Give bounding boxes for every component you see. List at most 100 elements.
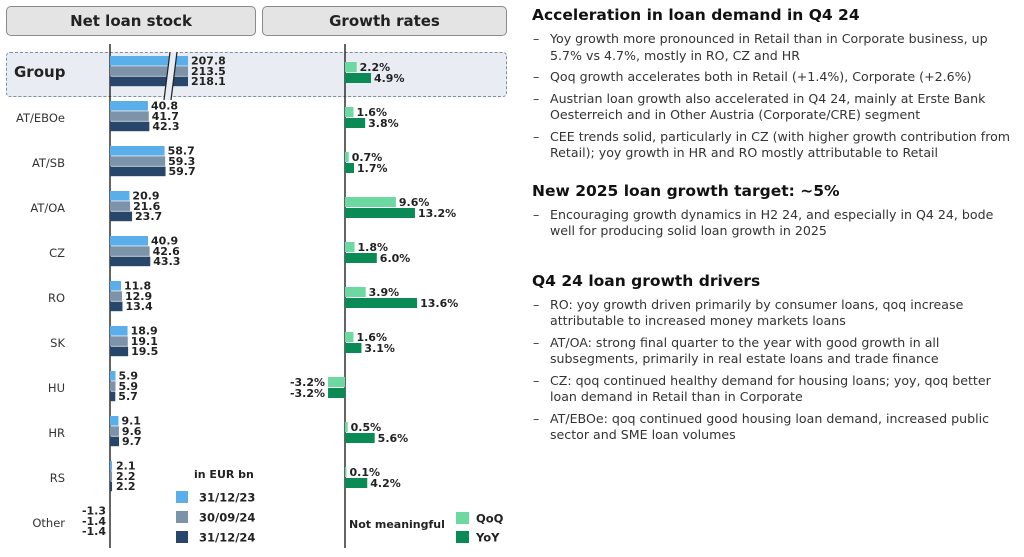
section-title: Q4 24 loan growth drivers [532,271,761,290]
growth-value-label-rs-qoq: 0.1% [350,466,381,479]
stock-bar-hu-31-12-24 [110,391,116,402]
growth-value-label-at-eboe-yoy: 3.8% [368,117,399,130]
stock-value-label-rs-31-12-24: 2.2 [116,480,136,493]
growth-bar-at-eboe-qoq [345,107,354,117]
growth-bar-at-sb-qoq [345,152,349,162]
growth-value-label-ro-yoy: 13.6% [420,297,458,310]
stock-value-label-hu-31-12-23: 5.9 [118,370,138,383]
stock-bar-ro-30-09-24 [110,291,122,301]
growth-bar-hr-yoy [345,433,375,443]
stock-value-label-ro-31-12-24: 13.4 [125,300,152,313]
growth-value-label-at-sb-yoy: 1.7% [357,162,388,175]
stock-value-label-rs-31-12-23: 2.1 [116,460,136,473]
growth-value-label-group-qoq: 2.2% [360,61,391,74]
bullet-list: Encouraging growth dynamics in H2 24, an… [532,207,1018,240]
stock-bar-ro-31-12-23 [110,281,121,291]
growth-value-label-hr-yoy: 5.6% [378,432,409,445]
growth-bar-group-qoq [345,62,357,72]
stock-value-label-at-sb-31-12-23: 58.7 [168,145,195,158]
stock-bar-hu-30-09-24 [110,381,116,391]
axis-break-line-right [170,51,178,101]
stock-bar-at-sb-31-12-23 [110,146,165,156]
growth-bar-hr-qoq [345,422,348,432]
growth-value-label-at-eboe-qoq: 1.6% [356,106,387,119]
stock-value-label-at-oa-31-12-24: 23.7 [135,210,162,223]
bullet-item: Qoq growth accelerates both in Retail (+… [532,69,1018,86]
bullet-item: AT/EBOe: qoq continued good housing loan… [532,411,1018,444]
stock-bar-at-oa-30-09-24 [110,201,131,211]
stock-bar-sk-31-12-24 [110,346,129,357]
commentary-section: Acceleration in loan demand in Q4 24 Yoy … [532,6,1018,162]
growth-bar-rs-qoq [345,467,347,477]
loan-chart: Group AT/EBOe AT/SB AT/OA CZ RO SK HU HR RS Other 2… [14,44,504,548]
bullet-item: Austrian loan growth also accelerated in… [532,91,1018,124]
stock-bar-at-sb-31-12-24 [110,166,166,177]
stock-bar-group-31-12-23 [110,56,188,66]
category-label-at-sb: AT/SB [32,156,65,170]
stock-bar-at-sb-30-09-24 [110,156,166,166]
stock-legend-label-31-12-23: 31/12/23 [199,491,255,505]
axis-break-gap [164,52,177,100]
stock-value-label-hu-30-09-24: 5.9 [118,380,138,393]
growth-value-label-cz-yoy: 6.0% [380,252,411,265]
commentary-section: New 2025 loan growth target: ~5% Encourag… [532,182,1018,240]
stock-value-label-sk-31-12-23: 18.9 [131,325,158,338]
growth-value-label-group-yoy: 4.9% [374,72,405,85]
bullet-item: RO: yoy growth driven primarily by consu… [532,297,1018,330]
growth-value-label-sk-yoy: 3.1% [364,342,395,355]
category-label-hr: HR [48,426,65,440]
stock-value-label-at-oa-31-12-23: 20.9 [132,190,159,203]
stock-value-label-at-eboe-31-12-24: 42.3 [152,120,179,133]
stock-value-label-group-31-12-23: 207.8 [191,55,226,68]
growth-bar-cz-qoq [345,242,355,252]
stock-bar-group-31-12-24 [110,76,188,87]
stock-bar-hr-30-09-24 [110,426,119,436]
stock-value-label-group-31-12-24: 218.1 [191,75,226,88]
bullet-list: Yoy growth more pronounced in Retail tha… [532,31,1018,162]
growth-bar-ro-qoq [345,287,366,297]
stock-bar-hu-31-12-23 [110,371,116,381]
stock-bar-at-eboe-30-09-24 [110,111,149,121]
growth-bar-hu-qoq [328,377,345,387]
stock-value-label-hr-30-09-24: 9.6 [122,425,142,438]
stock-value-label-cz-30-09-24: 42.6 [153,245,180,258]
stock-bar-rs-30-09-24 [110,471,113,481]
growth-bar-ro-yoy [345,298,418,308]
bullet-item: CZ: qoq continued healthy demand for hou… [532,373,1018,406]
section-title: Acceleration in loan demand in Q4 24 [532,6,860,24]
growth-bar-sk-yoy [345,343,362,353]
growth-bar-cz-yoy [345,253,377,263]
category-label-hu: HU [48,381,65,395]
growth-bar-hu-yoy [328,388,345,398]
stock-value-label-group-30-09-24: 213.5 [191,65,226,78]
stock-value-label-at-eboe-31-12-23: 40.8 [151,100,178,113]
bullet-list: RO: yoy growth driven primarily by consu… [532,297,1018,444]
growth-rates-header: Growth rates [262,6,507,36]
axis-break-line-left [163,51,171,101]
category-label-at-oa: AT/OA [30,201,65,215]
growth-legend-label-qoq: QoQ [476,512,504,526]
stock-bar-cz-30-09-24 [110,246,150,256]
stock-bar-at-eboe-31-12-24 [110,121,150,132]
growth-bar-at-sb-yoy [345,163,355,173]
stock-bar-group-30-09-24 [110,66,188,76]
stock-bar-cz-31-12-23 [110,236,149,246]
bullet-item: CEE trends solid, particularly in CZ (wi… [532,129,1018,162]
bullet-item: AT/OA: strong final quarter to the year … [532,335,1018,368]
growth-bar-at-oa-qoq [345,197,396,207]
commentary-section: Q4 24 loan growth drivers RO: yoy growth … [532,272,1018,444]
growth-bar-sk-qoq [345,332,354,342]
group-highlight-band [6,52,507,97]
stock-value-label-sk-30-09-24: 19.1 [131,335,158,348]
stock-legend-swatch-31-12-24 [176,531,188,543]
stock-bar-rs-31-12-24 [110,481,113,492]
growth-legend-swatch-yoy [456,531,469,543]
stock-value-label-cz-31-12-23: 40.9 [151,235,178,248]
stock-bar-sk-30-09-24 [110,336,128,346]
stock-value-label-rs-30-09-24: 2.2 [116,470,136,483]
stock-value-label-at-oa-30-09-24: 21.6 [133,200,160,213]
stock-bar-hr-31-12-23 [110,416,119,426]
stock-bar-at-eboe-31-12-23 [110,101,148,111]
stock-value-label-hr-31-12-24: 9.7 [122,435,141,448]
category-label-other: Other [32,516,65,530]
